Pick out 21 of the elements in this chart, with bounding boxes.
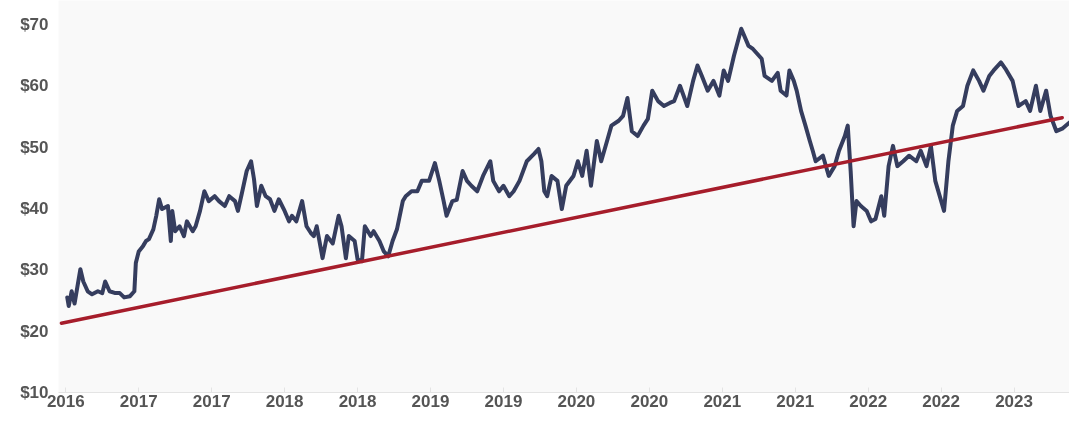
x-tick-label: 2018	[265, 391, 304, 411]
x-tick-label: 2019	[411, 391, 450, 411]
x-tick-label: 2021	[776, 391, 815, 411]
y-tick-label: $60	[20, 76, 49, 96]
y-tick-label: $50	[20, 137, 49, 157]
x-tick-label: 2023	[995, 391, 1033, 411]
x-tick-label: 2021	[703, 391, 742, 411]
x-tick-label: 2022	[849, 391, 888, 411]
line-series	[65, 26, 1069, 308]
x-tick-label: 2020	[630, 391, 669, 411]
y-tick-label: $40	[20, 198, 49, 218]
x-tick-label: 2017	[119, 391, 158, 411]
x-tick-label: 2019	[484, 391, 523, 411]
x-tick-label: 2022	[922, 391, 961, 411]
y-tick-label: $30	[20, 260, 49, 280]
y-tick-label: $20	[20, 321, 49, 341]
y-tick-label: $70	[20, 14, 49, 34]
x-tick-label: 2020	[557, 391, 596, 411]
x-tick-label: 2017	[192, 391, 231, 411]
y-tick-label: $10	[20, 383, 49, 402]
x-tick-label: 2018	[338, 391, 377, 411]
